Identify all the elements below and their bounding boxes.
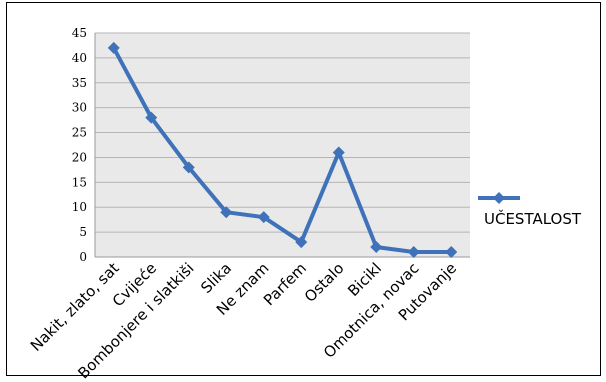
legend-label: UČESTALOST — [484, 209, 582, 228]
data-point — [407, 246, 420, 259]
legend: UČESTALOST — [478, 192, 582, 228]
data-point — [145, 111, 158, 124]
data-point — [332, 146, 345, 159]
legend-marker-swatch — [493, 192, 505, 204]
y-tick-label: 5 — [79, 225, 87, 239]
x-tick-label: Ostalo — [301, 259, 348, 306]
data-point — [257, 211, 270, 224]
y-tick-label: 45 — [72, 26, 87, 40]
data-point — [220, 206, 233, 219]
y-tick-label: 30 — [72, 101, 87, 115]
y-tick-label: 15 — [72, 175, 87, 189]
data-point — [182, 161, 195, 174]
plot-area — [95, 33, 470, 257]
y-tick-label: 40 — [72, 51, 87, 65]
data-point — [370, 241, 383, 254]
y-axis-ticks: 0 5 10 15 20 25 30 35 40 45 — [72, 26, 87, 264]
data-point — [295, 236, 308, 249]
y-tick-label: 10 — [72, 200, 87, 214]
series-line — [111, 45, 454, 255]
series-layer — [107, 41, 458, 259]
y-tick-label: 20 — [72, 150, 87, 164]
x-tick-label: Parfem — [260, 259, 310, 309]
gridlines — [94, 32, 470, 258]
data-point — [107, 41, 120, 54]
data-point — [445, 246, 458, 259]
y-tick-label: 35 — [72, 76, 87, 90]
y-tick-label: 25 — [72, 126, 87, 140]
y-tick-label: 0 — [79, 250, 87, 264]
